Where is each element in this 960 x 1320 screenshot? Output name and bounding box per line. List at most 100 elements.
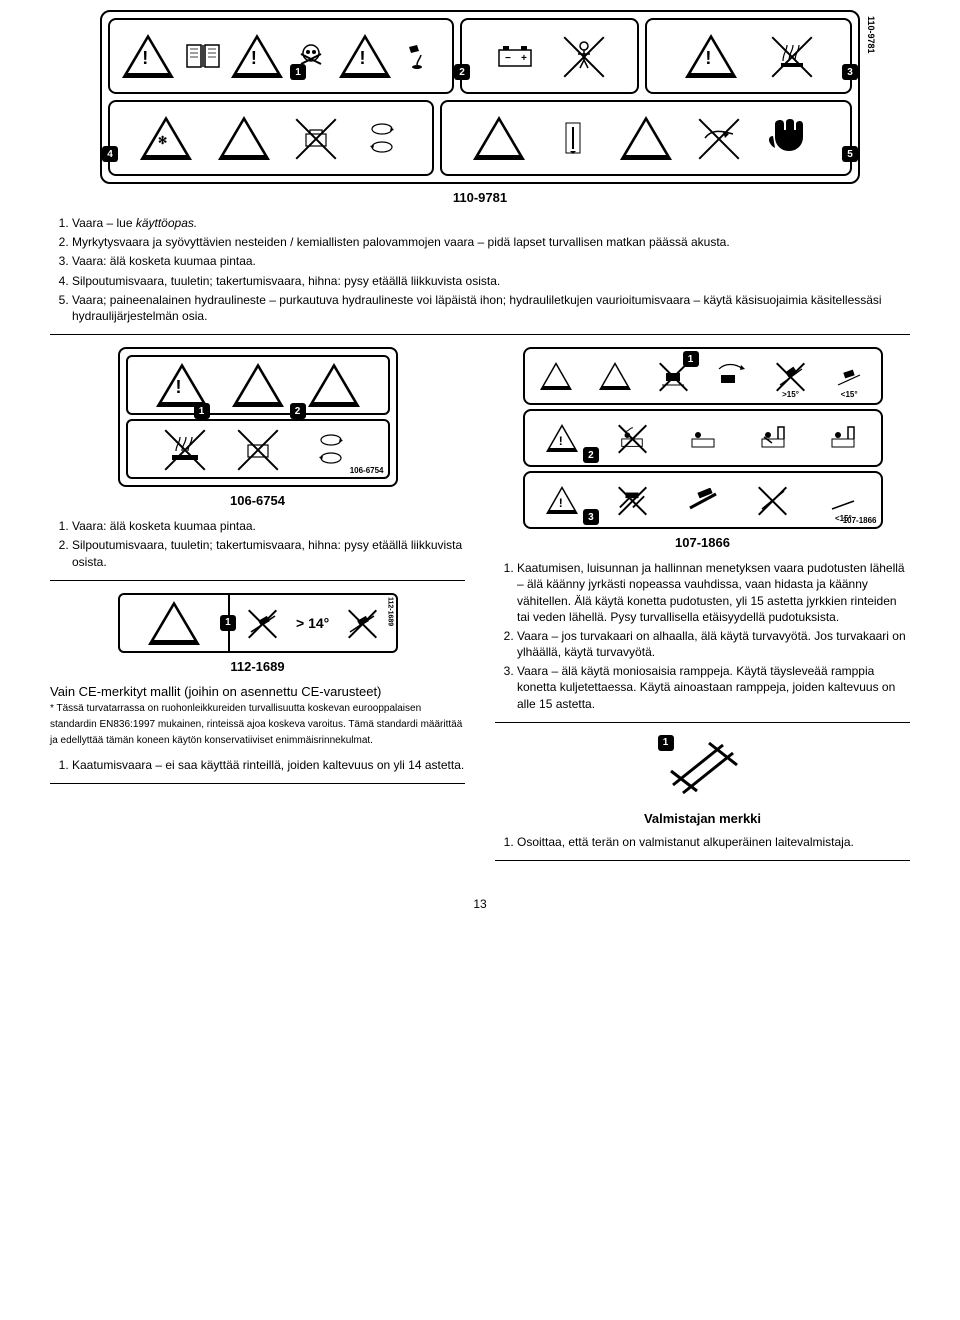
part-number-vertical: 112-1689 bbox=[386, 597, 393, 626]
decal-112-list: Kaatumisvaara – ei saa käyttää rinteillä… bbox=[50, 757, 465, 773]
decal-106-list: Vaara: älä kosketa kuumaa pintaa. Silpou… bbox=[50, 518, 465, 570]
ce-left-cell: 1 bbox=[120, 595, 230, 651]
panel-1: ! ! ! 1 bbox=[108, 18, 454, 94]
warning-triangle-icon: ! bbox=[546, 486, 578, 514]
badge-1: 1 bbox=[290, 64, 306, 80]
badge-1: 1 bbox=[194, 403, 210, 419]
warning-triangle-icon: ! bbox=[231, 34, 283, 78]
hazard-triangle-icon bbox=[540, 362, 572, 390]
rollover-triangle-icon bbox=[148, 601, 200, 645]
badge-5: 5 bbox=[842, 146, 858, 162]
belt-hazard-triangle-icon bbox=[218, 116, 270, 160]
no-seatbelt-rops-down-icon bbox=[618, 424, 646, 452]
page-number: 13 bbox=[50, 897, 910, 911]
angle-label: > 14° bbox=[296, 615, 329, 631]
list-item: Silpoutumisvaara, tuuletin; takertumisva… bbox=[72, 537, 465, 569]
corrosive-icon bbox=[400, 36, 440, 76]
ok-slope-icon: <15° bbox=[822, 353, 877, 399]
badge-1: 1 bbox=[683, 351, 699, 367]
badge-1: 1 bbox=[658, 735, 674, 751]
list-item: Vaara – älä käytä moniosaisia ramppeja. … bbox=[517, 663, 910, 712]
decal-top-row-2: ✻ 4 5 bbox=[108, 100, 852, 176]
no-steep-ramp-icon bbox=[759, 486, 787, 514]
battery-icon: −+ bbox=[495, 36, 535, 76]
list-item: Vaara – jos turvakaari on alhaalla, älä … bbox=[517, 628, 910, 660]
warning-triangle-icon: ! bbox=[546, 424, 578, 452]
two-column-layout: ! 1 2 106-6754 106-6754 Vaara: bbox=[50, 347, 910, 873]
angle-gt-label: >15° bbox=[782, 390, 799, 399]
badge-2: 2 bbox=[290, 403, 306, 419]
badge-3: 3 bbox=[842, 64, 858, 80]
no-guards-removed-icon bbox=[296, 118, 336, 158]
fan-hazard-triangle-icon: ✻ bbox=[140, 116, 192, 160]
no-steep-slope-icon bbox=[777, 362, 805, 390]
manufacturer-mark: 1 bbox=[638, 735, 768, 805]
decal-106-caption: 106-6754 bbox=[50, 493, 465, 508]
warning-triangle-icon: ! bbox=[685, 34, 737, 78]
divider bbox=[50, 783, 465, 784]
no-split-ramp-icon bbox=[618, 486, 646, 514]
list-item: Silpoutumisvaara, tuuletin; takertumisva… bbox=[72, 273, 910, 289]
list-item: Osoittaa, että terän on valmistanut alku… bbox=[517, 834, 910, 850]
decal-top-caption: 110-9781 bbox=[50, 190, 910, 205]
divider bbox=[50, 580, 465, 581]
rotation-icon bbox=[311, 429, 351, 469]
divider bbox=[50, 334, 910, 335]
no-slope-icon bbox=[348, 609, 376, 637]
decal-107-row-2: ! 2 bbox=[523, 409, 883, 467]
badge-2: 2 bbox=[454, 64, 470, 80]
list-item: Kaatumisen, luisunnan ja hallinnan menet… bbox=[517, 560, 910, 625]
decal-107-1866: 1 >15° <15° ! 2 bbox=[523, 347, 883, 529]
rops-down-icon bbox=[669, 415, 735, 461]
decal-107-caption: 107-1866 bbox=[495, 535, 910, 550]
list-item: Myrkytysvaara ja syövyttävien nesteiden … bbox=[72, 234, 910, 250]
mark-list: Osoittaa, että terän on valmistanut alku… bbox=[495, 834, 910, 850]
warning-triangle-icon: ! bbox=[156, 363, 208, 407]
seatbelt-rops-up-icon bbox=[740, 415, 806, 461]
decal-110-9781: 110-9781 ! ! ! 1 −+ 2 bbox=[100, 10, 860, 184]
decal-top-list: Vaara – lue käyttöopas. Myrkytysvaara ja… bbox=[50, 215, 910, 324]
warning-triangle-icon: ! bbox=[339, 34, 391, 78]
panel-3: ! 3 bbox=[645, 18, 852, 94]
no-slope-icon bbox=[249, 609, 277, 637]
svg-text:+: + bbox=[521, 53, 527, 64]
no-children-icon bbox=[564, 36, 604, 76]
list-item: Vaara; paineenalainen hydraulineste – pu… bbox=[72, 292, 910, 324]
hydraulic-hose-icon bbox=[553, 118, 593, 158]
decal-107-row-1: 1 >15° <15° bbox=[523, 347, 883, 405]
hazard-triangle-icon bbox=[599, 362, 631, 390]
decal-106-6754: ! 1 2 106-6754 bbox=[118, 347, 398, 487]
glove-icon bbox=[767, 118, 819, 158]
decal-112-1689: 1 > 14° 112-1689 bbox=[118, 593, 398, 653]
badge-2: 2 bbox=[583, 447, 599, 463]
fan-hazard-triangle-icon bbox=[232, 363, 284, 407]
hydraulic-triangle-icon bbox=[473, 116, 525, 160]
decal-top-row-1: ! ! ! 1 −+ 2 ! bbox=[108, 18, 852, 94]
decal-106-row-2: 106-6754 bbox=[126, 419, 390, 479]
part-number-small: 107-1866 bbox=[843, 516, 877, 525]
no-touch-hot-icon bbox=[772, 36, 812, 76]
list-item: Vaara – lue käyttöopas. bbox=[72, 215, 910, 231]
warning-triangle-icon: ! bbox=[122, 34, 174, 78]
decal-107-row-3: ! 3 <15° bbox=[523, 471, 883, 529]
mark-caption: Valmistajan merkki bbox=[495, 811, 910, 826]
decal-112-caption: 112-1689 bbox=[50, 659, 465, 674]
list-item: Kaatumisvaara – ei saa käyttää rinteillä… bbox=[72, 757, 465, 773]
badge-4: 4 bbox=[102, 146, 118, 162]
divider bbox=[495, 860, 910, 861]
left-column: ! 1 2 106-6754 106-6754 Vaara: bbox=[50, 347, 465, 873]
angle-lt-label: <15° bbox=[841, 390, 858, 399]
belt-hazard-triangle-icon bbox=[308, 363, 360, 407]
slow-turn-icon bbox=[705, 353, 760, 399]
badge-3: 3 bbox=[583, 509, 599, 525]
svg-text:−: − bbox=[505, 53, 511, 64]
no-sharp-turn-icon bbox=[659, 362, 687, 390]
no-guards-removed-icon bbox=[238, 429, 278, 469]
no-touch-hot-icon bbox=[165, 429, 205, 469]
right-column: 1 >15° <15° ! 2 bbox=[495, 347, 910, 873]
rops-up-icon bbox=[810, 415, 876, 461]
ce-subtitle: Vain CE-merkityt mallit (joihin on asenn… bbox=[50, 684, 465, 699]
part-number-small: 106-6754 bbox=[350, 466, 384, 475]
decal-106-row-1: ! 1 2 bbox=[126, 355, 390, 415]
ce-fine-print: * Tässä turvatarrassa on ruohonleikkurei… bbox=[50, 701, 465, 749]
